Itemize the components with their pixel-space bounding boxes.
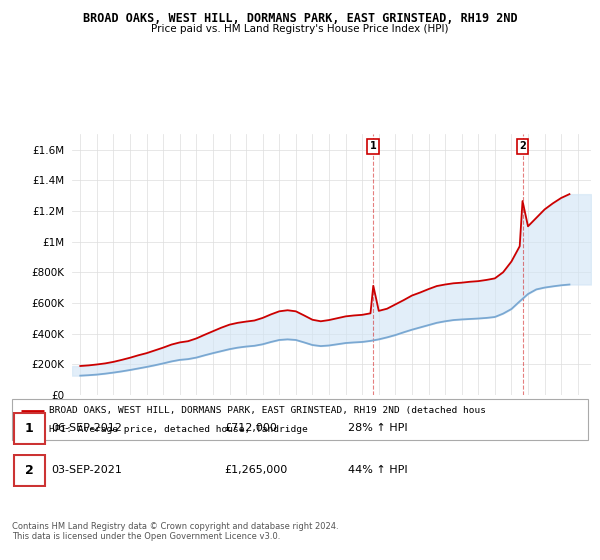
Text: 03-SEP-2021: 03-SEP-2021 xyxy=(51,465,122,475)
Text: BROAD OAKS, WEST HILL, DORMANS PARK, EAST GRINSTEAD, RH19 2ND (detached hous: BROAD OAKS, WEST HILL, DORMANS PARK, EAS… xyxy=(49,406,487,415)
Text: £712,000: £712,000 xyxy=(224,423,277,433)
Text: 44% ↑ HPI: 44% ↑ HPI xyxy=(348,465,407,475)
Text: 1: 1 xyxy=(370,141,377,151)
Text: 2: 2 xyxy=(25,464,34,477)
Text: £1,265,000: £1,265,000 xyxy=(224,465,287,475)
Text: 06-SEP-2012: 06-SEP-2012 xyxy=(51,423,122,433)
Text: 1: 1 xyxy=(25,422,34,435)
Text: Contains HM Land Registry data © Crown copyright and database right 2024.
This d: Contains HM Land Registry data © Crown c… xyxy=(12,522,338,542)
Text: HPI: Average price, detached house, Tandridge: HPI: Average price, detached house, Tand… xyxy=(49,425,308,434)
Text: Price paid vs. HM Land Registry's House Price Index (HPI): Price paid vs. HM Land Registry's House … xyxy=(151,24,449,34)
Text: BROAD OAKS, WEST HILL, DORMANS PARK, EAST GRINSTEAD, RH19 2ND: BROAD OAKS, WEST HILL, DORMANS PARK, EAS… xyxy=(83,12,517,25)
Text: 2: 2 xyxy=(519,141,526,151)
Text: 28% ↑ HPI: 28% ↑ HPI xyxy=(348,423,407,433)
